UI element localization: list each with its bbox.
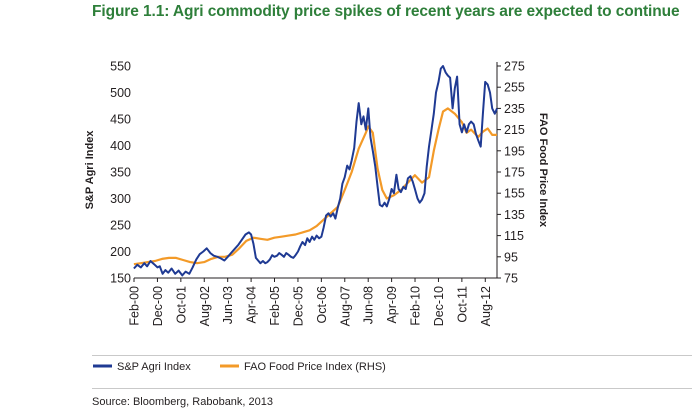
left-tick-label: 500 [110, 86, 131, 100]
x-tick-label: Oct-11 [455, 286, 469, 323]
right-y-axis: 75 95 115 135 155 175 195 215 235 255 275 [497, 60, 525, 286]
plot-area [134, 62, 498, 279]
figure-title: Figure 1.1: Agri commodity price spikes … [92, 3, 680, 20]
x-tick-label: Apr-09 [385, 286, 399, 324]
left-tick-label: 200 [110, 245, 131, 259]
source-divider [92, 388, 692, 389]
legend-label-fao-food-price-index: FAO Food Price Index (RHS) [244, 361, 386, 373]
x-axis: Feb-00 Dec-00 Oct-01 Aug-02 Jun-03 Apr-04 Feb-… [128, 278, 493, 326]
left-tick-label: 400 [110, 139, 131, 153]
right-tick-label: 135 [504, 208, 525, 222]
x-tick-label: Feb-00 [128, 286, 142, 326]
series-line-fao-food-price-index [133, 107, 497, 266]
left-tick-label: 300 [110, 192, 131, 206]
right-tick-label: 235 [504, 102, 525, 116]
right-axis-label: FAO Food Price Index [537, 113, 549, 228]
x-tick-label: Dec-05 [291, 286, 305, 326]
right-tick-label: 215 [504, 123, 525, 137]
x-tick-label: Feb-05 [268, 286, 282, 326]
x-tick-label: Jun-08 [362, 286, 376, 324]
x-tick-label: Dec-00 [151, 286, 165, 326]
right-tick-label: 115 [504, 229, 524, 243]
x-tick-label: Jun-03 [221, 286, 235, 324]
left-tick-label: 150 [110, 272, 131, 286]
source-note: Source: Bloomberg, Rabobank, 2013 [92, 396, 274, 408]
left-tick-label: 450 [110, 113, 131, 127]
x-tick-label: Oct-01 [174, 286, 188, 324]
right-tick-label: 155 [504, 187, 525, 201]
legend-top-divider [92, 355, 692, 356]
right-tick-label: 195 [504, 144, 525, 158]
x-tick-label: Oct-06 [315, 286, 329, 324]
right-tick-label: 75 [504, 272, 518, 286]
x-tick-label: Aug-07 [338, 286, 352, 326]
x-tick-label: Aug-12 [479, 286, 493, 326]
series-line-sp-agri-index [133, 65, 498, 277]
legend-label-sp-agri-index: S&P Agri Index [117, 361, 191, 373]
x-tick-label: Feb-10 [409, 286, 423, 326]
left-tick-label: 350 [110, 166, 131, 180]
right-tick-label: 175 [504, 166, 525, 180]
legend: S&P Agri Index FAO Food Price Index (RHS… [93, 361, 386, 373]
left-tick-label: 250 [110, 219, 131, 233]
right-tick-label: 275 [504, 60, 525, 74]
x-tick-label: Dec-10 [432, 286, 446, 326]
right-tick-label: 95 [504, 250, 518, 264]
x-tick-label: Aug-02 [198, 286, 212, 326]
left-y-axis: 150 200 250 300 350 400 450 500 550 [110, 60, 131, 286]
left-axis-label: S&P Agri Index [84, 130, 96, 210]
left-tick-label: 550 [110, 60, 131, 74]
x-tick-label: Apr-04 [245, 286, 259, 324]
right-tick-label: 255 [504, 81, 525, 95]
